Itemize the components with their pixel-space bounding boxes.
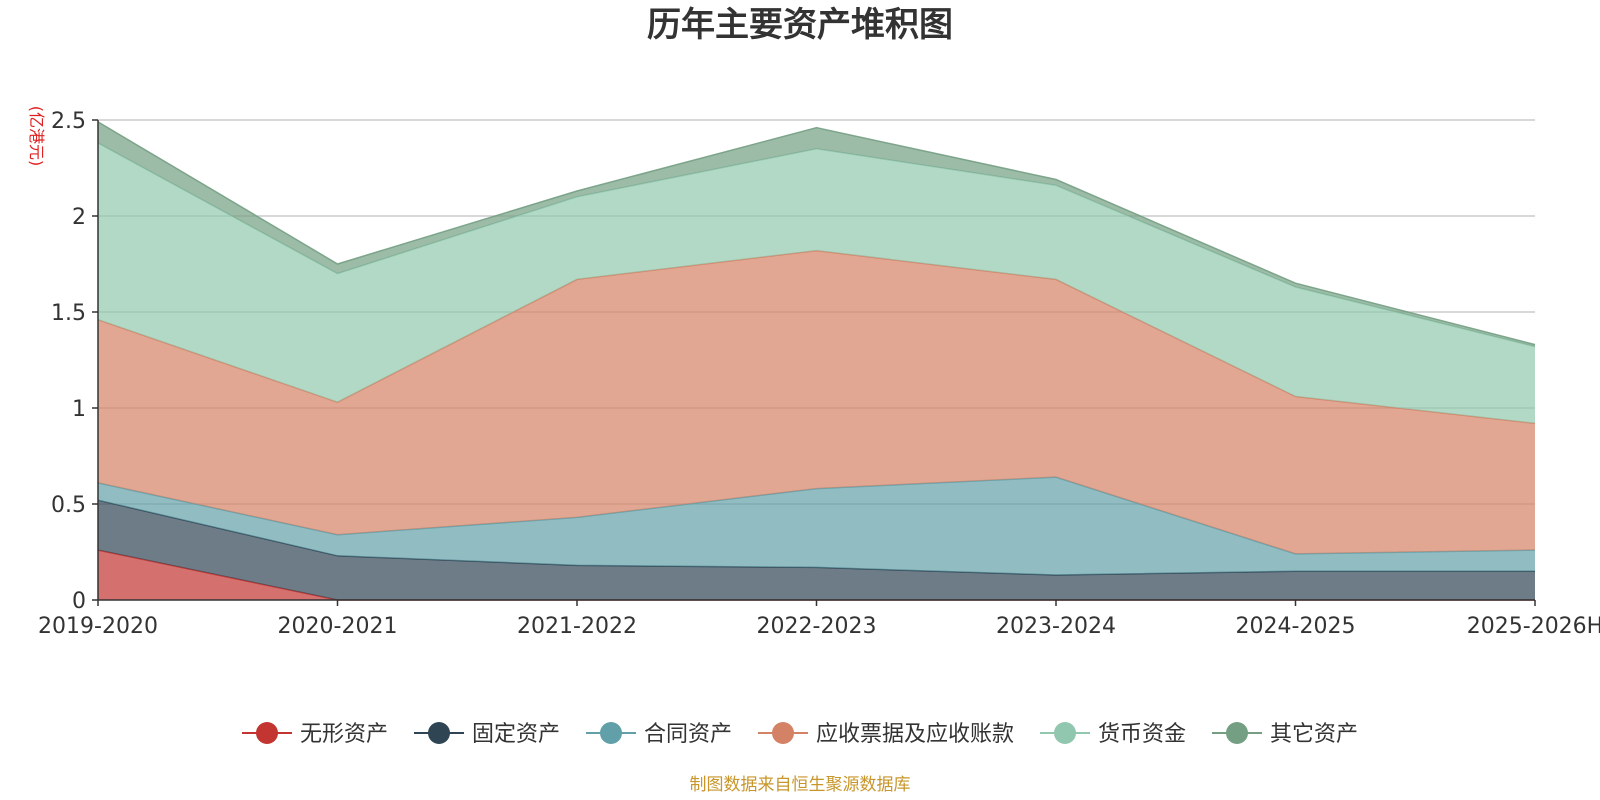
legend-item[interactable]: 应收票据及应收账款 xyxy=(758,722,1014,747)
y-tick-label: 2 xyxy=(72,205,86,230)
data-source-note: 制图数据来自恒生聚源数据库 xyxy=(690,775,911,795)
legend-marker xyxy=(428,722,450,744)
legend-label: 货币资金 xyxy=(1098,722,1186,747)
legend-item[interactable]: 合同资产 xyxy=(586,722,732,747)
axes: 0 0.5 1 1.5 2 2.5 2019-2020 2020-2021 2021-2022 2… xyxy=(38,109,1600,639)
x-tick-label: 2024-2025 xyxy=(1236,614,1356,639)
legend[interactable]: 无形资产 固定资产 合同资产 应收票据及应收账款 货币资金 其它资产 xyxy=(242,722,1358,747)
legend-item[interactable]: 货币资金 xyxy=(1040,722,1186,747)
legend-marker xyxy=(1226,722,1248,744)
legend-marker xyxy=(256,722,278,744)
legend-marker xyxy=(600,722,622,744)
y-tick-label: 1 xyxy=(72,397,86,422)
legend-item[interactable]: 其它资产 xyxy=(1212,722,1358,747)
x-tick-label: 2025-2026H xyxy=(1467,614,1600,639)
legend-item[interactable]: 无形资产 xyxy=(242,722,388,747)
legend-label: 其它资产 xyxy=(1270,722,1358,747)
area-series-4 xyxy=(98,143,1535,424)
chart-title: 历年主要资产堆积图 xyxy=(647,5,953,45)
area-series-3 xyxy=(98,250,1535,554)
y-axis-unit: (亿港元) xyxy=(27,106,46,167)
y-tick-label: 1.5 xyxy=(51,301,86,326)
y-tick-label: 0 xyxy=(72,589,86,614)
series-line-5 xyxy=(97,121,1536,346)
x-tick-label: 2023-2024 xyxy=(996,614,1116,639)
y-tick-label: 2.5 xyxy=(51,109,86,134)
legend-marker xyxy=(1054,722,1076,744)
area-series-2 xyxy=(98,477,1535,575)
y-tick-label: 0.5 xyxy=(51,493,86,518)
legend-label: 合同资产 xyxy=(644,722,732,747)
legend-item[interactable]: 固定资产 xyxy=(414,722,560,747)
x-tick-label: 2022-2023 xyxy=(757,614,877,639)
area-series-1 xyxy=(98,500,1535,600)
legend-marker xyxy=(772,722,794,744)
area-series xyxy=(97,121,1536,601)
legend-label: 应收票据及应收账款 xyxy=(816,722,1014,747)
legend-label: 固定资产 xyxy=(472,722,560,747)
legend-label: 无形资产 xyxy=(300,722,388,747)
x-tick-label: 2020-2021 xyxy=(278,614,398,639)
x-tick-label: 2021-2022 xyxy=(517,614,637,639)
x-tick-label: 2019-2020 xyxy=(38,614,158,639)
area-series-0 xyxy=(98,550,1535,600)
